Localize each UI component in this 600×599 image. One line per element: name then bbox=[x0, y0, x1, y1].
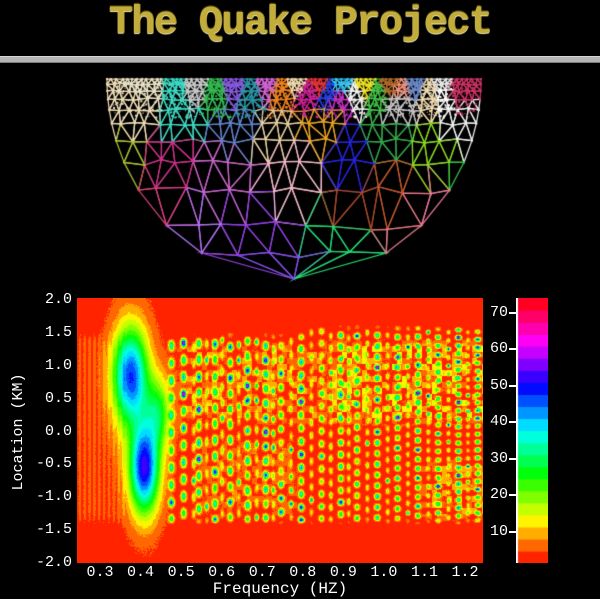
x-tick-label: 1.0 bbox=[370, 564, 398, 581]
x-tick-label: 0.4 bbox=[127, 564, 155, 581]
y-tick-label: 0.5 bbox=[44, 389, 72, 407]
colorbar-tick-label: 60 bbox=[489, 340, 508, 358]
y-tick-label: -1.5 bbox=[35, 521, 72, 539]
colorbar-tick-mark bbox=[509, 348, 516, 351]
colorbar-tick-mark bbox=[509, 530, 516, 533]
colorbar-tick-label: 40 bbox=[489, 413, 508, 431]
colorbar bbox=[516, 298, 548, 563]
x-tick-label: 1.2 bbox=[451, 564, 479, 581]
x-tick-label: 0.8 bbox=[289, 564, 317, 581]
colorbar-tick-mark bbox=[509, 494, 516, 497]
colorbar-tick-label: 20 bbox=[489, 486, 508, 504]
fem-mesh-figure bbox=[0, 66, 600, 290]
x-axis-title: Frequency (HZ) bbox=[212, 580, 348, 598]
x-tick-label: 1.1 bbox=[410, 564, 438, 581]
y-axis-title: Location (KM) bbox=[10, 373, 27, 491]
title-divider bbox=[0, 56, 600, 63]
colorbar-tick-label: 70 bbox=[489, 303, 508, 321]
y-tick-label: -0.5 bbox=[35, 455, 72, 473]
x-tick-label: 0.5 bbox=[167, 564, 195, 581]
colorbar-tick-mark bbox=[509, 384, 516, 387]
spectrogram-heatmap bbox=[77, 298, 483, 563]
colorbar-tick-label: 10 bbox=[489, 522, 508, 540]
colorbar-tick-mark bbox=[509, 311, 516, 314]
x-tick-label: 0.9 bbox=[329, 564, 357, 581]
y-tick-label: -2.0 bbox=[35, 554, 72, 571]
y-tick-label: 1.5 bbox=[44, 323, 72, 341]
y-tick-label: 1.0 bbox=[44, 356, 72, 374]
y-tick-label: 0.0 bbox=[44, 422, 72, 440]
colorbar-tick-label: 30 bbox=[489, 449, 508, 467]
x-tick-label: 0.6 bbox=[208, 564, 236, 581]
x-tick-label: 0.3 bbox=[86, 564, 114, 581]
y-tick-label: 2.0 bbox=[44, 291, 72, 308]
x-tick-label: 0.7 bbox=[248, 564, 276, 581]
page-title: The Quake Project bbox=[108, 1, 493, 46]
colorbar-tick-mark bbox=[509, 421, 516, 424]
colorbar-tick-mark bbox=[509, 457, 516, 460]
colorbar-tick-label: 50 bbox=[489, 376, 508, 394]
y-tick-label: -1.0 bbox=[35, 488, 72, 506]
